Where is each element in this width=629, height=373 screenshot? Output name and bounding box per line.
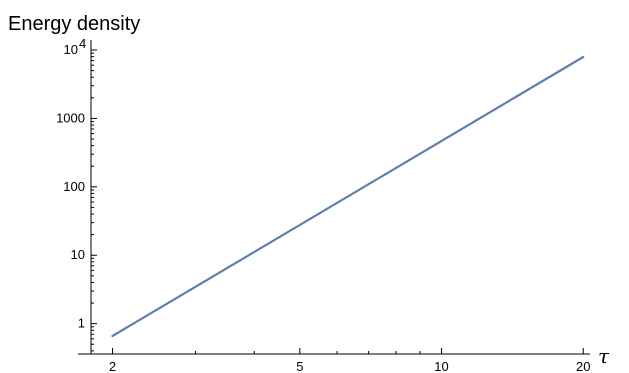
x-tick-label: 20 — [576, 359, 590, 373]
x-tick-label: 2 — [109, 359, 116, 373]
chart-title: Energy density — [8, 13, 140, 35]
series-layer — [111, 55, 585, 338]
y-tick-label: 1 — [78, 316, 85, 331]
y-tick-label: 10 — [64, 42, 78, 57]
x-tick-label: 10 — [434, 359, 448, 373]
x-minor-ticks — [194, 351, 421, 354]
y-minor-ticks — [91, 52, 94, 352]
y-tick-label: 10 — [71, 247, 85, 262]
y-tick-label: 1000 — [56, 110, 85, 125]
series-line — [111, 55, 585, 338]
x-tick-label: 5 — [296, 359, 303, 373]
x-axis-label: τ — [598, 344, 610, 368]
y-tick-exponent: 4 — [79, 36, 86, 51]
y-tick-label: 100 — [63, 179, 85, 194]
x-axis-ticks: 2 5 10 20 — [109, 348, 590, 373]
